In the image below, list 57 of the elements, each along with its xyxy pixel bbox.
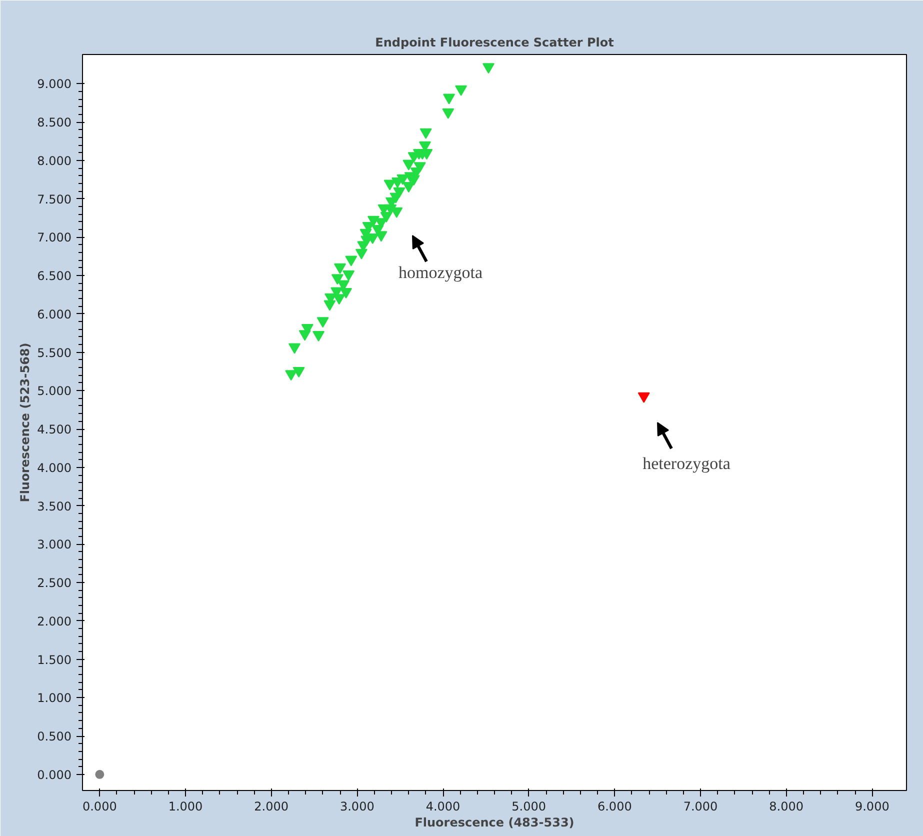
point	[366, 233, 379, 244]
point	[333, 294, 346, 305]
point	[345, 256, 358, 266]
x-tick-label: 5.000	[512, 800, 546, 814]
x-tick-label: 4.000	[426, 800, 460, 814]
point	[316, 317, 329, 328]
y-tick-label: 0.000	[37, 768, 72, 782]
y-tick-label: 2.500	[37, 576, 72, 590]
y-tick-label: 2.000	[37, 614, 72, 628]
point	[442, 108, 454, 119]
x-tick-label: 6.000	[597, 800, 632, 814]
y-tick-label: 0.500	[37, 730, 72, 744]
point	[393, 187, 406, 198]
y-tick-label: 5.500	[37, 346, 72, 360]
y-tick-label: 4.500	[37, 422, 72, 437]
y-tick-label: 8.000	[37, 154, 72, 168]
point	[420, 128, 432, 139]
y-axis-title: Fluorescence (523-568)	[18, 342, 32, 502]
y-tick-label: 3.500	[37, 499, 72, 514]
point	[288, 343, 301, 354]
point	[285, 370, 298, 381]
x-tick-label: 1.000	[168, 800, 203, 814]
y-tick-label: 1.000	[37, 691, 72, 706]
y-tick-label: 6.500	[37, 269, 72, 284]
point	[342, 270, 355, 281]
y-tick-label: 6.000	[37, 307, 72, 322]
point	[375, 231, 388, 242]
y-tick-label: 9.000	[37, 77, 72, 92]
point	[340, 288, 352, 298]
point	[292, 367, 305, 378]
point	[334, 263, 346, 274]
annotation: heterozygota	[642, 454, 731, 473]
y-tick-label: 7.000	[37, 230, 72, 245]
point	[312, 330, 325, 342]
x-tick-label: 3.000	[340, 800, 374, 814]
y-tick-label: 4.000	[37, 460, 72, 475]
point	[402, 160, 415, 170]
y-tick-label: 1.500	[37, 652, 72, 667]
annotation: homozygota	[398, 263, 483, 282]
x-tick-label: 2.000	[254, 800, 289, 814]
x-tick-label: 0.000	[82, 800, 117, 814]
point	[455, 85, 468, 96]
y-tick-label: 8.500	[37, 116, 72, 130]
point	[482, 63, 494, 74]
y-tick-label: 7.500	[37, 192, 72, 206]
point	[443, 94, 456, 104]
y-tick-label: 5.000	[37, 384, 72, 398]
point	[638, 392, 650, 403]
x-axis-title: Fluorescence (483-533)	[414, 816, 574, 830]
point	[402, 182, 415, 193]
y-tick-label: 3.000	[37, 538, 72, 552]
x-tick-label: 9.000	[854, 800, 890, 814]
point	[414, 162, 426, 173]
x-tick-label: 7.000	[683, 800, 718, 814]
point	[331, 274, 344, 285]
x-tick-label: 8.000	[769, 800, 804, 814]
chart-title: Endpoint Fluorescence Scatter Plot	[375, 36, 614, 50]
